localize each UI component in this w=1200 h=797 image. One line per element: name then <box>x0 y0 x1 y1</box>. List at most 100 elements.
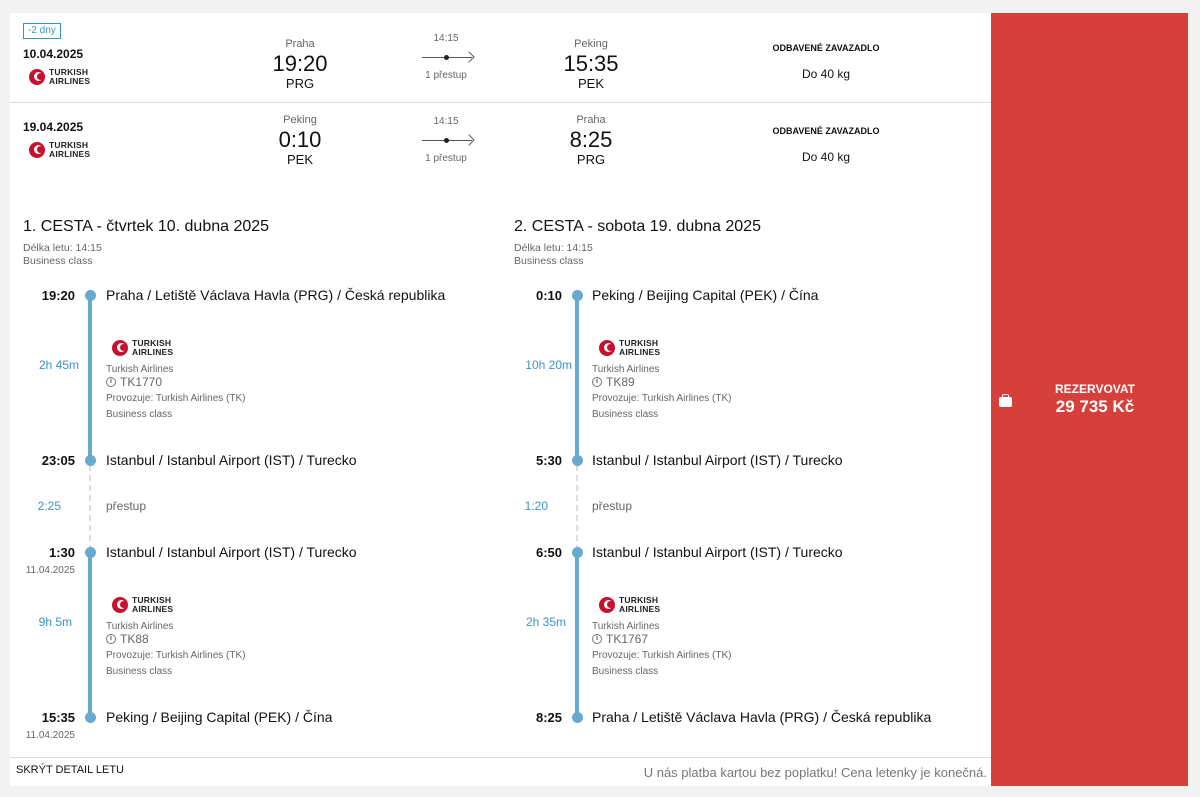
departure-time: 19:20 <box>41 288 75 303</box>
timeline-segment-line <box>88 296 92 460</box>
transfer-label: přestup <box>592 499 633 513</box>
luggage-label: ODBAVENÉ ZAVAZADLO <box>772 43 880 53</box>
airline-logo: TURKISH AIRLINES <box>112 339 173 356</box>
timeline-dot <box>85 547 96 558</box>
airline-logo-text: TURKISH AIRLINES <box>49 67 91 86</box>
arrival-place: Praha / Letiště Václava Havla (PRG) / Če… <box>592 709 932 725</box>
summary-row-return: 19.04.2025 TURKISH AIRLINES Peking 0:10 P… <box>10 103 991 193</box>
arrival-time: 5:30 <box>535 453 562 468</box>
airline-logo-text: TURKISH AIRLINES <box>619 338 661 357</box>
leg-class: Business class <box>514 255 584 267</box>
airline-logo-text: TURKISH AIRLINES <box>619 595 661 614</box>
segment-airline: Turkish Airlines <box>106 364 174 375</box>
departure-place: Istanbul / Istanbul Airport (IST) / Ture… <box>106 544 357 560</box>
departure-time: 6:50 <box>535 545 562 560</box>
airline-logo: TURKISH AIRLINES <box>29 141 90 158</box>
timeline-dot <box>572 455 583 466</box>
departure-place: Peking / Beijing Capital (PEK) / Čína <box>592 287 819 303</box>
arrival-time: 23:05 <box>41 453 75 468</box>
arrival-date: 11.04.2025 <box>25 730 75 741</box>
to-time: 8:25 <box>569 127 613 152</box>
segment-duration: 10h 20m <box>525 358 572 372</box>
date-shift-badge: -2 dny <box>23 23 61 39</box>
segment-airline: Turkish Airlines <box>592 364 660 375</box>
book-price: 29 735 Kč <box>1055 397 1135 416</box>
summary-row-outbound: -2 dny 10.04.2025 TURKISH AIRLINES Praha … <box>10 13 991 103</box>
flight-card: -2 dny 10.04.2025 TURKISH AIRLINES Praha … <box>10 13 991 786</box>
departure-place: Istanbul / Istanbul Airport (IST) / Ture… <box>592 544 843 560</box>
segment-class: Business class <box>106 666 173 677</box>
turkish-airlines-logo-icon <box>112 339 128 356</box>
segment-class: Business class <box>592 409 659 420</box>
arrival-place: Istanbul / Istanbul Airport (IST) / Ture… <box>106 452 357 468</box>
departure-time: 1:30 <box>48 545 75 560</box>
luggage-value: Do 40 kg <box>801 150 851 164</box>
book-label: REZERVOVAT <box>1054 382 1135 396</box>
transfer-label: přestup <box>106 499 147 513</box>
segment-class: Business class <box>106 409 173 420</box>
airline-logo: TURKISH AIRLINES <box>599 339 660 356</box>
flight-number-text: TK89 <box>606 375 635 389</box>
timeline-transfer-line <box>89 465 91 551</box>
timeline-segment-line <box>575 296 579 460</box>
segment-duration: 2h 45m <box>38 358 79 372</box>
hide-detail-link[interactable]: SKRÝT DETAIL LETU <box>16 764 124 776</box>
arrival-place: Peking / Beijing Capital (PEK) / Čína <box>106 709 333 725</box>
route-arrow-icon <box>422 134 475 146</box>
departure-place: Praha / Letiště Václava Havla (PRG) / Če… <box>106 287 446 303</box>
stops-count: 1 přestup <box>425 70 467 81</box>
to-time: 15:35 <box>563 51 619 76</box>
departure-time: 0:10 <box>535 288 562 303</box>
segment-flight-number[interactable]: i TK1770 <box>106 375 162 389</box>
segment-airline: Turkish Airlines <box>106 621 174 632</box>
leg-title: 2. CESTA - sobota 19. dubna 2025 <box>514 218 761 235</box>
info-icon[interactable]: i <box>106 377 116 387</box>
segment-flight-number[interactable]: i TK1767 <box>592 632 648 646</box>
segment-class: Business class <box>592 666 659 677</box>
flight-number-text: TK88 <box>120 632 149 646</box>
stops-count: 1 přestup <box>425 153 467 164</box>
segment-flight-number[interactable]: i TK88 <box>106 632 149 646</box>
segment-operator: Provozuje: Turkish Airlines (TK) <box>592 650 732 661</box>
info-icon[interactable]: i <box>106 634 116 644</box>
departure-date: 11.04.2025 <box>25 565 75 576</box>
turkish-airlines-logo-icon <box>599 339 615 356</box>
leg-length: Délka letu: 14:15 <box>23 242 102 254</box>
turkish-airlines-logo-icon <box>112 596 128 613</box>
luggage-label: ODBAVENÉ ZAVAZADLO <box>772 126 880 136</box>
airline-logo-text: TURKISH AIRLINES <box>132 595 174 614</box>
to-code: PEK <box>577 76 604 91</box>
segment-operator: Provozuje: Turkish Airlines (TK) <box>106 393 246 404</box>
flight-duration: 14:15 <box>433 116 459 127</box>
from-city: Peking <box>283 114 317 126</box>
timeline-dot <box>85 712 96 723</box>
timeline-dot <box>85 455 96 466</box>
arrival-time: 15:35 <box>41 710 75 725</box>
payment-note: U nás platba kartou bez poplatku! Cena l… <box>643 765 987 780</box>
flight-duration: 14:15 <box>433 33 459 44</box>
segment-duration: 9h 5m <box>38 615 72 629</box>
luggage-value: Do 40 kg <box>801 67 851 81</box>
segment-flight-number[interactable]: i TK89 <box>592 375 635 389</box>
turkish-airlines-logo-icon <box>599 596 615 613</box>
timeline-segment-line <box>575 553 579 717</box>
airline-logo-text: TURKISH AIRLINES <box>132 338 174 357</box>
book-button[interactable]: REZERVOVAT 29 735 Kč <box>991 13 1188 786</box>
arrival-time: 8:25 <box>535 710 562 725</box>
to-city: Peking <box>574 38 608 50</box>
timeline-dot <box>572 712 583 723</box>
airline-logo: TURKISH AIRLINES <box>29 68 90 85</box>
from-time: 0:10 <box>278 127 322 152</box>
info-icon[interactable]: i <box>592 377 602 387</box>
arrival-place: Istanbul / Istanbul Airport (IST) / Ture… <box>592 452 843 468</box>
from-city: Praha <box>285 38 315 50</box>
flight-number-text: TK1767 <box>606 632 649 646</box>
segment-operator: Provozuje: Turkish Airlines (TK) <box>592 393 732 404</box>
to-city: Praha <box>576 114 606 126</box>
airline-logo: TURKISH AIRLINES <box>112 596 173 613</box>
transfer-duration: 2:25 <box>37 499 61 513</box>
info-icon[interactable]: i <box>592 634 602 644</box>
turkish-airlines-logo-icon <box>29 141 45 158</box>
to-code: PRG <box>576 152 606 167</box>
from-code: PEK <box>286 152 313 167</box>
